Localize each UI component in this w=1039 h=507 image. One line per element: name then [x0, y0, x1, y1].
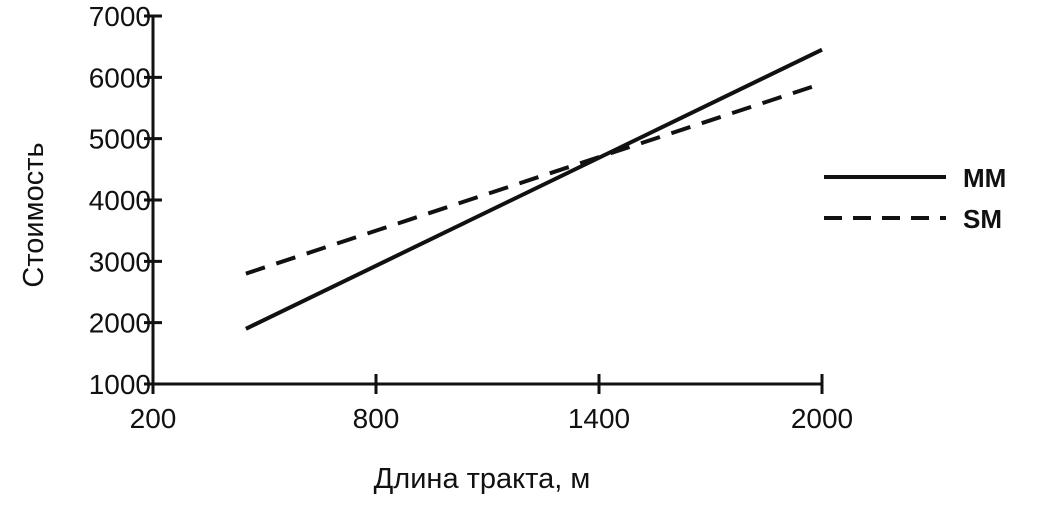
- y-tick-label: 4000: [89, 185, 151, 216]
- x-tick-label: 1400: [568, 403, 630, 434]
- legend-item-sm: SM: [824, 204, 1002, 234]
- legend-item-mm: MM: [824, 163, 1006, 193]
- x-axis-ticks: 200 800 1400 2000: [130, 374, 853, 434]
- x-axis-title: Длина тракта, м: [374, 463, 591, 495]
- legend-label-sm: SM: [963, 204, 1002, 234]
- x-tick-label: 800: [353, 403, 400, 434]
- x-axis: 200 800 1400 2000: [130, 374, 853, 434]
- y-tick-label: 2000: [89, 308, 151, 339]
- series-line-sm: [245, 81, 823, 276]
- y-axis: 1000 2000 3000 4000 5000 6000 7000: [89, 1, 162, 400]
- x-tick-label: 2000: [791, 403, 853, 434]
- y-tick-label: 6000: [89, 62, 151, 93]
- y-axis-ticks: 1000 2000 3000 4000 5000 6000 7000: [89, 1, 162, 400]
- legend-label-mm: MM: [963, 163, 1006, 193]
- y-tick-label: 7000: [89, 1, 151, 32]
- legend: MM SM: [824, 163, 1006, 234]
- plot-area: [245, 47, 823, 331]
- y-tick-label: 3000: [89, 246, 151, 277]
- y-tick-label: 1000: [89, 369, 151, 400]
- y-tick-label: 5000: [89, 124, 151, 155]
- x-tick-label: 200: [130, 403, 177, 434]
- series-line-mm: [245, 47, 823, 331]
- y-axis-title: Стоимость: [18, 142, 50, 287]
